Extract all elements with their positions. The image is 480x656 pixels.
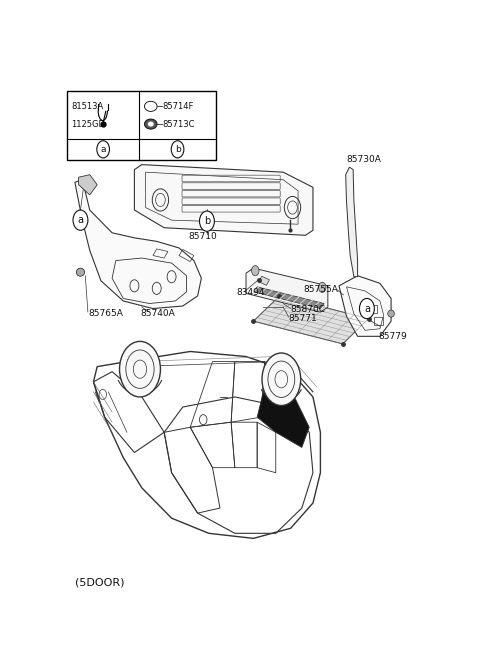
Circle shape (73, 210, 88, 230)
Polygon shape (253, 296, 369, 344)
Text: 1125GD: 1125GD (71, 119, 105, 129)
Text: (5DOOR): (5DOOR) (75, 578, 124, 588)
Ellipse shape (148, 121, 154, 127)
Polygon shape (339, 276, 391, 337)
Text: b: b (175, 145, 180, 154)
Text: a: a (100, 145, 106, 154)
Polygon shape (346, 167, 358, 277)
Text: 85713C: 85713C (163, 119, 195, 129)
Text: 85730A: 85730A (347, 155, 381, 164)
Polygon shape (259, 276, 269, 285)
Polygon shape (257, 387, 309, 447)
Text: 85755A: 85755A (304, 285, 338, 295)
Polygon shape (246, 268, 328, 312)
Ellipse shape (144, 119, 157, 129)
Text: b: b (204, 216, 210, 226)
Ellipse shape (76, 268, 84, 276)
Polygon shape (134, 165, 313, 236)
Text: 85870C: 85870C (290, 305, 325, 314)
Circle shape (252, 266, 259, 276)
FancyBboxPatch shape (67, 91, 216, 159)
Text: 85765A: 85765A (88, 309, 123, 318)
Text: 85779: 85779 (378, 332, 407, 341)
Text: a: a (77, 215, 84, 225)
Polygon shape (253, 287, 324, 308)
Circle shape (360, 298, 374, 319)
Text: 85771: 85771 (289, 314, 318, 323)
Circle shape (319, 282, 326, 293)
Circle shape (97, 141, 109, 158)
Text: 85714F: 85714F (163, 102, 194, 111)
Circle shape (120, 341, 160, 397)
Text: 81513A: 81513A (71, 102, 103, 111)
Circle shape (200, 211, 215, 232)
Circle shape (171, 141, 184, 158)
Text: a: a (364, 304, 370, 314)
Text: 85710: 85710 (188, 232, 217, 241)
Text: 83494: 83494 (237, 288, 265, 297)
Text: 85740A: 85740A (140, 309, 175, 318)
Polygon shape (75, 180, 202, 308)
Polygon shape (79, 174, 97, 195)
Circle shape (262, 353, 300, 405)
Ellipse shape (388, 310, 395, 317)
